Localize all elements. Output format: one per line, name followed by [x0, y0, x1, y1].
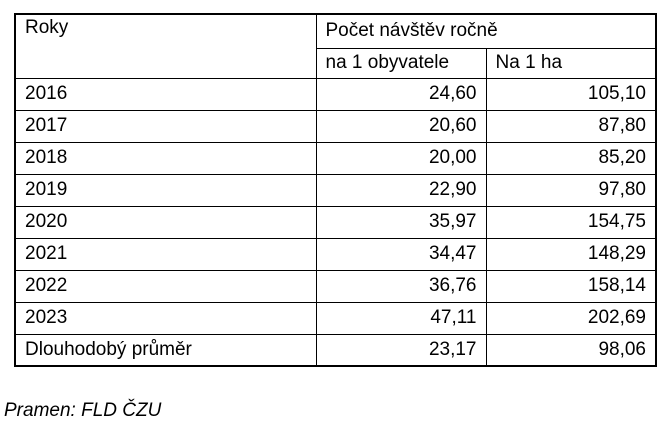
value-per-ha: 98,06 [485, 333, 657, 367]
table-row: 2016 24,60 105,10 [14, 77, 657, 111]
table-header: Roky Počet návštěv ročně na 1 obyvatele … [14, 13, 657, 79]
table-row: 2021 34,47 148,29 [14, 237, 657, 271]
value-per-capita: 22,90 [315, 173, 487, 207]
value-per-capita: 20,60 [315, 109, 487, 143]
table-body: 2016 24,60 105,10 2017 20,60 87,80 2018 20,00 85… [14, 77, 657, 367]
value-per-capita: 20,00 [315, 141, 487, 175]
visits-table-container: Roky Počet návštěv ročně na 1 obyvatele … [14, 13, 657, 367]
value-per-ha: 158,14 [485, 269, 657, 303]
value-per-capita: 36,76 [315, 269, 487, 303]
value-per-capita: 23,17 [315, 333, 487, 367]
value-per-capita: 35,97 [315, 205, 487, 239]
value-per-ha: 154,75 [485, 205, 657, 239]
value-per-ha: 87,80 [485, 109, 657, 143]
row-label: 2016 [14, 77, 317, 111]
header-cell-per-capita: na 1 obyvatele [315, 47, 487, 79]
header-cell-per-ha: Na 1 ha [485, 47, 657, 79]
row-label: 2017 [14, 109, 317, 143]
row-label: 2022 [14, 269, 317, 303]
header-row-sub: na 1 obyvatele Na 1 ha [15, 47, 657, 79]
value-per-ha: 148,29 [485, 237, 657, 271]
row-label: 2020 [14, 205, 317, 239]
header-cell-years: Roky [14, 13, 317, 79]
table-row: 2017 20,60 87,80 [14, 109, 657, 143]
value-per-ha: 97,80 [485, 173, 657, 207]
row-label: Dlouhodobý průměr [14, 333, 317, 367]
source-note: Pramen: FLD ČZU [4, 400, 162, 421]
row-label: 2021 [14, 237, 317, 271]
table-row: Dlouhodobý průměr 23,17 98,06 [14, 333, 657, 367]
value-per-ha: 85,20 [485, 141, 657, 175]
value-per-capita: 47,11 [315, 301, 487, 335]
value-per-capita: 24,60 [315, 77, 487, 111]
header-row-group: Roky Počet návštěv ročně [14, 13, 657, 79]
table-row: 2020 35,97 154,75 [14, 205, 657, 239]
value-per-ha: 105,10 [485, 77, 657, 111]
value-per-ha: 202,69 [485, 301, 657, 335]
row-label: 2018 [14, 141, 317, 175]
header-cell-visits-group: Počet návštěv ročně [315, 13, 657, 49]
value-per-capita: 34,47 [315, 237, 487, 271]
table-row: 2018 20,00 85,20 [14, 141, 657, 175]
row-label: 2019 [14, 173, 317, 207]
row-label: 2023 [14, 301, 317, 335]
table-row: 2023 47,11 202,69 [14, 301, 657, 335]
table-row: 2019 22,90 97,80 [14, 173, 657, 207]
visits-table: Roky Počet návštěv ročně na 1 obyvatele … [14, 13, 657, 367]
table-row: 2022 36,76 158,14 [14, 269, 657, 303]
